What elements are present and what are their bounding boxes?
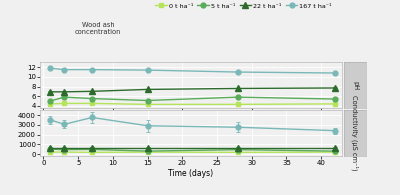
Text: Conductivity (μS cm⁻¹): Conductivity (μS cm⁻¹) bbox=[351, 95, 359, 171]
Text: Wood ash
concentration: Wood ash concentration bbox=[75, 21, 121, 35]
X-axis label: Time (days): Time (days) bbox=[168, 169, 214, 178]
Legend: 0 t ha⁻¹, 5 t ha⁻¹, 22 t ha⁻¹, 167 t ha⁻¹: 0 t ha⁻¹, 5 t ha⁻¹, 22 t ha⁻¹, 167 t ha⁻… bbox=[155, 3, 332, 9]
Text: pH: pH bbox=[352, 81, 358, 90]
